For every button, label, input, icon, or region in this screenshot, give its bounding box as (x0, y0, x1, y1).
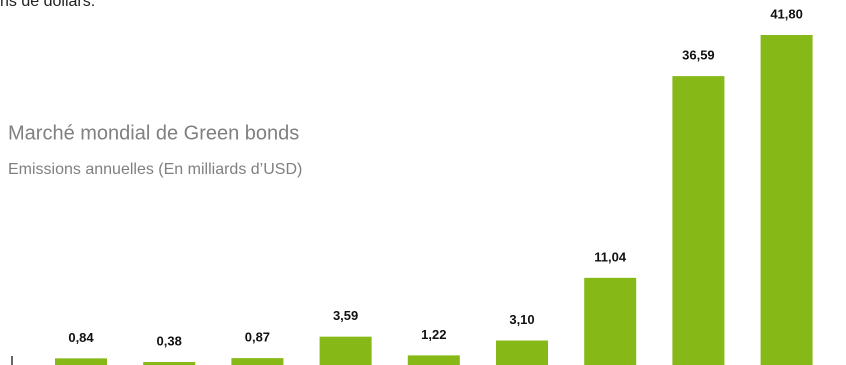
value-label: 0,84 (68, 330, 94, 345)
chart-subtitle: Emissions annuelles (En milliards d’USD) (8, 161, 302, 178)
value-label: 3,59 (333, 308, 358, 323)
value-label: 11,04 (594, 249, 627, 264)
value-label: 36,59 (682, 48, 715, 63)
chart-title: Marché mondial de Green bonds (8, 122, 299, 144)
bar (584, 277, 637, 365)
value-label: 1,22 (421, 327, 446, 342)
bar (231, 358, 284, 365)
value-label: 0,87 (245, 330, 270, 345)
bar (760, 35, 813, 365)
value-label: 0,38 (157, 333, 182, 348)
bar (407, 355, 460, 365)
bar (55, 358, 107, 365)
bar (319, 336, 372, 365)
bar (496, 340, 548, 365)
bar (672, 76, 725, 365)
top-text: ns de dollars. (0, 0, 95, 10)
bar (143, 362, 196, 365)
value-label: 3,10 (509, 312, 534, 327)
value-label: 41,80 (770, 6, 803, 21)
